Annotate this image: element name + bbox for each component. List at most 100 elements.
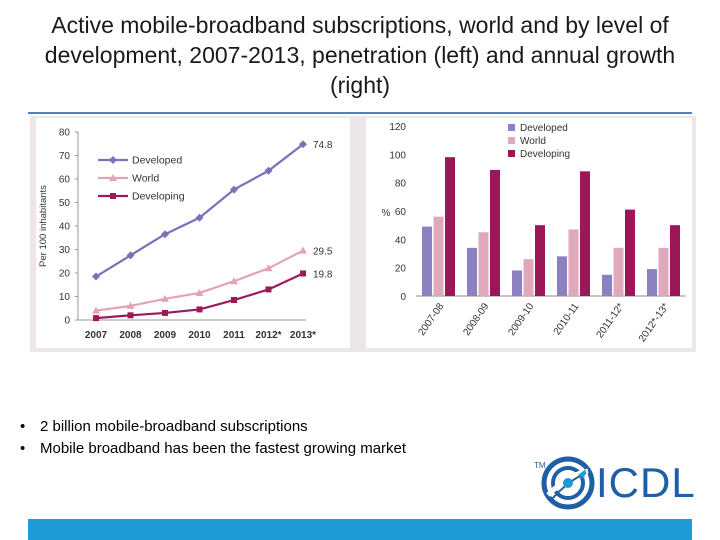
x-tick-label: 2012* [255,330,281,341]
bar-developing [445,157,455,296]
legend-label: Developing [132,191,185,203]
data-point [231,297,237,304]
y-tick-label: 80 [59,128,71,139]
legend-swatch [508,137,515,144]
bar-world [523,259,534,296]
y-tick-label: 20 [59,269,71,280]
series-line-world [95,249,304,312]
bar-developed [512,270,522,296]
legend-marker [110,193,116,199]
data-point [230,185,238,194]
y-tick-label: 60 [59,175,71,186]
logo-text: ICDL [596,459,696,506]
data-point [161,294,169,302]
data-point [195,288,204,296]
data-point [230,277,238,285]
growth-bar-chart: 0 20 40 60 80 100 120% 2007-08 2008-09 2009-10 201… [366,118,692,348]
bar-developing [580,171,590,296]
growth-bar-chart-svg: 0 20 40 60 80 100 120% 2007-08 2008-09 2009-10 201… [382,122,686,344]
legend-swatch [508,124,515,131]
data-point [162,309,168,316]
y-tick-label: 80 [395,179,407,190]
data-point [92,306,100,314]
legend-label: Developed [132,155,182,167]
end-value-label: 19.8 [313,269,333,280]
bar-developed [467,247,477,296]
x-tick-label: 2009-10 [506,301,536,338]
end-value-label: 29.5 [313,247,333,258]
bar-developed [602,274,612,296]
legend-marker [109,174,117,181]
footer-bar [28,519,692,540]
bar-developing [490,169,500,296]
data-point [126,251,135,260]
x-tick-label: 2012*-13* [637,301,672,344]
bar-world [613,247,624,296]
y-tick-label: 20 [395,264,407,275]
penetration-line-chart-svg: 0 10 20 30 40 50 60 70 80 2007 2008 2009 2010 2011 201… [38,128,333,342]
series-line-developed [95,143,304,278]
y-tick-label: 40 [59,222,71,233]
bar-developed [647,269,657,296]
x-tick-label: 2013* [290,330,316,341]
x-tick-label: 2011 [223,330,245,341]
icdl-logo: TM ICDL [530,455,700,511]
bar-world [478,232,489,296]
y-tick-label: 10 [59,292,71,303]
x-tick-label: 2011-12* [595,301,627,340]
legend-swatch [508,150,515,157]
data-point [299,246,307,254]
penetration-line-chart: 0 10 20 30 40 50 60 70 80 2007 2008 2009 2010 2011 201… [36,118,350,348]
data-point [299,140,307,149]
y-tick-label: 60 [395,207,407,218]
y-tick-label: 70 [59,151,71,162]
legend-label: Developing [520,149,570,160]
x-tick-label: 2007 [85,330,108,341]
data-point [92,272,100,281]
x-tick-label: 2007-08 [416,301,446,338]
bar-developing [625,209,635,296]
x-tick-label: 2010-11 [552,301,582,337]
bar-world [568,229,579,296]
legend-label: World [132,173,159,185]
data-point [300,270,306,277]
y-tick-label: 30 [59,245,71,256]
legend-marker [109,156,117,164]
trademark-label: TM [534,461,546,470]
data-point [127,312,134,319]
legend-label: World [520,136,546,147]
y-tick-label: 50 [59,198,71,209]
bar-world [658,247,669,296]
y-axis-title: Per 100 inhabitants [38,185,49,267]
data-point [196,306,203,313]
bullet-list: 2 billion mobile-broadband subscriptions… [18,416,406,460]
y-tick-label: 0 [64,316,70,327]
data-point [126,301,135,309]
bar-world [433,216,444,296]
legend-label: Developed [520,123,568,134]
end-value-label: 74.8 [313,140,333,151]
slide-title: Active mobile-broadband subscriptions, w… [44,12,676,98]
data-point [264,166,273,175]
y-tick-label: 100 [389,150,406,161]
y-tick-label: 40 [395,235,407,246]
data-point [265,286,272,293]
x-tick-label: 2009 [154,330,177,341]
bar-developed [557,256,567,296]
globe-icon [541,456,595,510]
data-point [161,230,169,239]
data-point [93,315,99,322]
title-divider [28,112,692,114]
x-tick-label: 2010 [188,330,211,341]
bullet-item: Mobile broadband has been the fastest gr… [18,438,406,460]
x-tick-label: 2008-09 [461,301,491,338]
bullet-item: 2 billion mobile-broadband subscriptions [18,416,406,438]
data-point [195,213,204,222]
y-tick-label: 0 [400,292,406,303]
data-point [264,264,273,272]
y-axis-title: % [382,208,391,219]
x-tick-label: 2008 [119,330,142,341]
y-tick-label: 120 [389,122,406,133]
bar-developing [670,225,680,296]
bar-developing [535,225,545,296]
